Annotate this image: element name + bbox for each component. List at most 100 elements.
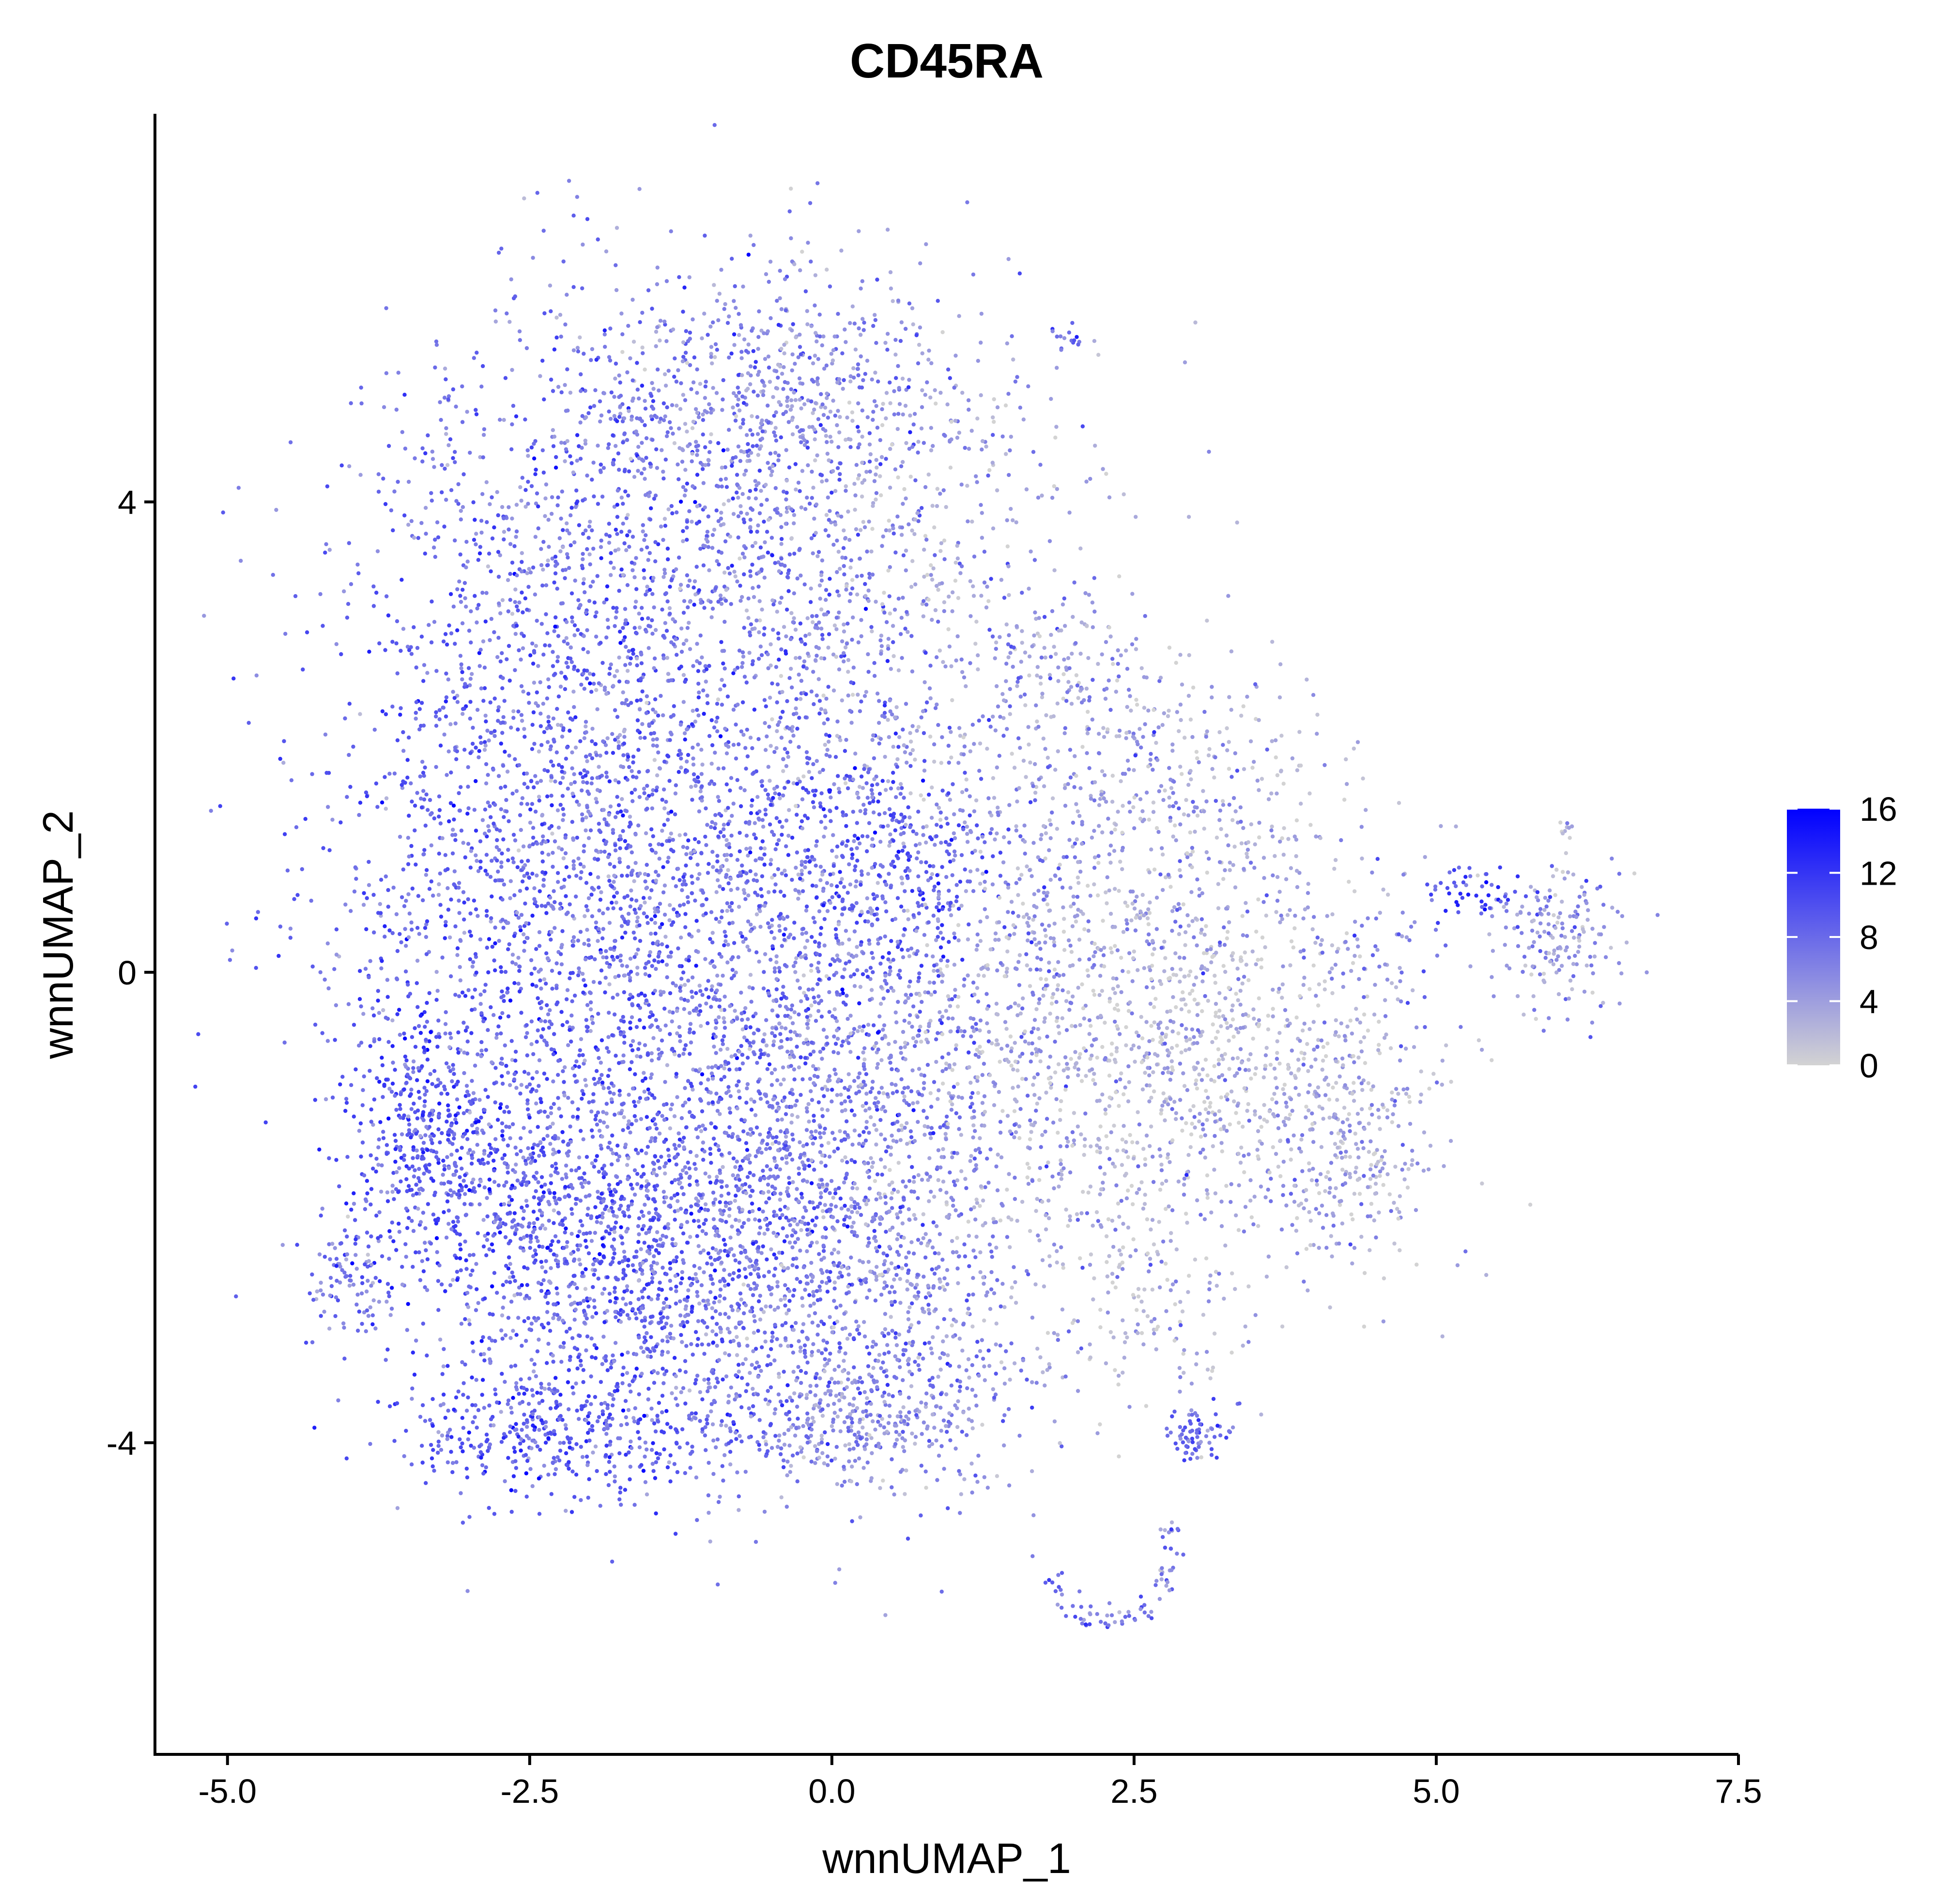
data-point: [683, 398, 688, 402]
data-point: [837, 593, 841, 598]
data-point: [493, 878, 498, 883]
data-point: [472, 537, 477, 542]
data-point: [922, 548, 926, 552]
data-point: [642, 467, 646, 471]
data-point: [710, 820, 714, 825]
data-point: [820, 1114, 825, 1119]
data-point: [880, 407, 884, 412]
data-point: [870, 629, 874, 634]
data-point: [721, 378, 725, 383]
data-point: [493, 941, 497, 946]
data-point: [623, 701, 627, 706]
data-point: [585, 781, 589, 785]
data-point: [744, 767, 748, 771]
data-point: [918, 325, 922, 330]
data-point: [686, 900, 691, 905]
data-point: [451, 456, 455, 461]
data-point: [688, 1150, 693, 1154]
data-point: [507, 644, 511, 648]
data-point: [378, 911, 383, 915]
data-point: [612, 864, 616, 869]
data-point: [876, 379, 880, 384]
data-point: [486, 1028, 490, 1032]
data-point: [875, 465, 879, 470]
data-point: [555, 1000, 560, 1005]
data-point: [415, 926, 420, 930]
data-point: [449, 488, 454, 492]
data-point: [1004, 622, 1009, 627]
data-point: [865, 896, 870, 901]
data-point: [510, 856, 515, 861]
data-point: [556, 880, 560, 884]
data-point: [899, 615, 904, 620]
data-point: [643, 423, 647, 428]
data-point: [624, 698, 629, 702]
data-point: [749, 506, 753, 511]
data-point: [664, 279, 669, 283]
data-point: [777, 838, 781, 843]
data-point: [838, 461, 843, 466]
data-point: [559, 723, 564, 728]
data-point: [779, 542, 784, 546]
data-point: [776, 322, 781, 327]
data-point: [692, 602, 696, 607]
data-point: [754, 618, 759, 623]
data-point: [512, 544, 517, 549]
data-point: [762, 698, 767, 702]
data-point: [643, 476, 647, 481]
scatter-points: [193, 123, 1660, 1629]
data-point: [522, 727, 526, 731]
data-point: [812, 407, 816, 412]
data-point: [803, 633, 808, 638]
data-point: [434, 339, 439, 344]
data-point: [772, 966, 777, 970]
data-point: [615, 795, 619, 799]
data-point: [469, 849, 474, 853]
data-point: [584, 415, 588, 419]
data-point: [700, 655, 704, 660]
data-point: [706, 458, 711, 462]
data-point: [679, 997, 683, 1001]
data-point: [443, 853, 447, 858]
data-point: [561, 813, 566, 817]
data-point: [794, 656, 798, 660]
data-point: [371, 892, 376, 897]
data-point: [559, 886, 564, 890]
data-point: [615, 515, 620, 519]
data-point: [463, 1029, 468, 1033]
data-point: [884, 457, 888, 461]
data-point: [625, 533, 630, 537]
data-point: [647, 974, 652, 978]
data-point: [679, 626, 684, 631]
data-point: [785, 575, 790, 579]
data-point: [348, 784, 353, 789]
data-point: [553, 554, 558, 559]
data-point: [734, 394, 738, 398]
data-point: [1005, 544, 1010, 549]
data-point: [507, 1195, 512, 1199]
data-point: [695, 453, 699, 457]
data-point: [622, 895, 627, 900]
data-point: [668, 991, 673, 996]
data-point: [407, 854, 411, 859]
data-point: [658, 1237, 663, 1242]
data-point: [546, 901, 551, 906]
data-point: [921, 614, 926, 619]
data-point: [819, 392, 823, 397]
data-point: [809, 689, 814, 694]
data-point: [888, 565, 892, 569]
data-point: [428, 1072, 432, 1076]
data-point: [868, 452, 873, 457]
data-point: [971, 584, 975, 589]
data-point: [871, 504, 875, 508]
data-point: [979, 340, 983, 345]
data-point: [469, 640, 473, 645]
data-point: [876, 881, 880, 885]
data-point: [793, 628, 798, 632]
data-point: [732, 343, 737, 347]
data-point: [826, 717, 830, 722]
data-point: [579, 389, 583, 393]
data-point: [581, 780, 585, 784]
data-point: [417, 707, 422, 711]
data-point: [577, 966, 581, 971]
